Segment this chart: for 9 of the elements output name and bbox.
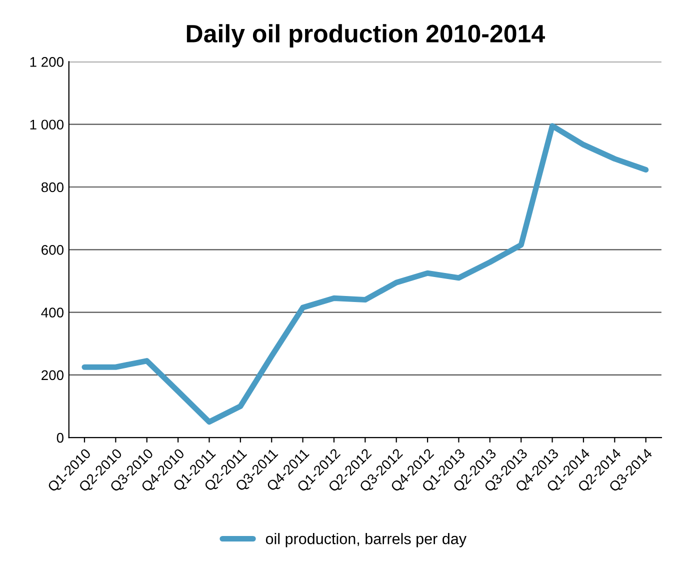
y-tick-label: 0 [56, 432, 64, 443]
y-tick-label: 600 [42, 244, 64, 255]
legend-label: oil production, barrels per day [266, 533, 466, 548]
chart-title: Daily oil production 2010-2014 [186, 24, 545, 48]
y-tick-label: 400 [41, 308, 64, 318]
y-tick-label: 200 [42, 370, 64, 380]
y-tick-label: 1 000 [30, 120, 64, 130]
y-tick-label: 1 200 [30, 57, 64, 67]
y-tick-label: 800 [41, 182, 64, 192]
